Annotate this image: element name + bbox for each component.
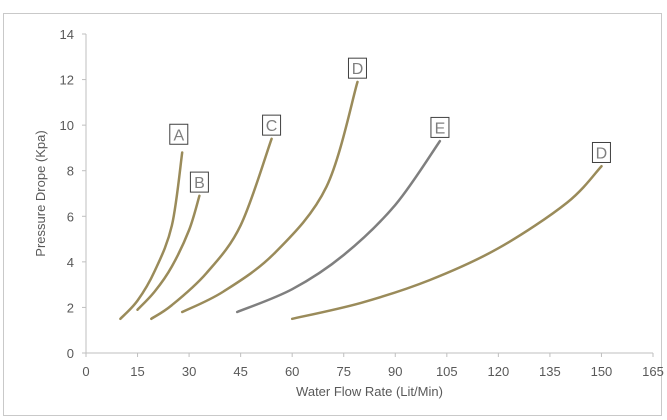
curve-d-3	[180, 80, 359, 314]
x-tick-label: 150	[591, 364, 613, 379]
y-tick-label: 2	[67, 300, 74, 315]
curve-label-box	[347, 57, 367, 79]
y-tick-label: 10	[60, 118, 74, 133]
x-tick-label: 135	[539, 364, 561, 379]
curve-label-box	[189, 171, 209, 193]
curve-label-d-5: D	[591, 141, 611, 163]
curve-label-text: B	[194, 175, 205, 192]
x-tick-label: 30	[182, 364, 196, 379]
curve-label-e-4: E	[430, 116, 450, 138]
x-tick-label: 45	[233, 364, 247, 379]
x-axis-title: Water Flow Rate (Lit/Min)	[296, 384, 443, 399]
curve-label-box	[169, 123, 189, 145]
x-tick-label: 120	[488, 364, 510, 379]
curve-label-b-1: B	[189, 171, 209, 193]
curve-c-2	[150, 137, 273, 321]
y-tick-label: 4	[67, 255, 74, 270]
curve-label-box	[591, 141, 611, 163]
x-tick-label: 165	[642, 364, 664, 379]
curve-label-d-3: D	[347, 57, 367, 79]
curve-label-box	[262, 114, 282, 136]
y-tick-label: 12	[60, 73, 74, 88]
curve-label-text: D	[596, 145, 608, 162]
curve-label-a-0: A	[169, 123, 189, 145]
curve-labels: A B C D E D	[169, 57, 611, 193]
y-tick-label: 14	[60, 27, 74, 42]
curve-b-1	[136, 194, 201, 311]
curve-label-text: A	[173, 127, 184, 144]
x-tick-label: 105	[436, 364, 458, 379]
y-tick-label: 6	[67, 209, 74, 224]
curve-label-c-2: C	[262, 114, 282, 136]
curve-label-box	[430, 116, 450, 138]
curve-a-0	[119, 151, 184, 321]
x-tick-label: 15	[130, 364, 144, 379]
curve-d-5	[290, 164, 603, 321]
y-tick-label: 8	[67, 164, 74, 179]
curve-e-4	[235, 139, 442, 314]
x-tick-label: 0	[82, 364, 89, 379]
x-tick-label: 75	[336, 364, 350, 379]
curve-label-text: D	[352, 61, 364, 78]
curve-label-text: E	[435, 120, 446, 137]
curves	[119, 80, 603, 321]
x-tick-label: 90	[388, 364, 402, 379]
x-tick-label: 60	[285, 364, 299, 379]
axes: 0 15 30 45 60 75 90 105 120 135 150 165 0 2 4 6 8 10 12 14	[60, 27, 664, 379]
curve-label-text: C	[266, 118, 278, 135]
y-tick-label: 0	[67, 346, 74, 361]
y-axis-title: Pressure Drope (Kpa)	[33, 130, 48, 256]
